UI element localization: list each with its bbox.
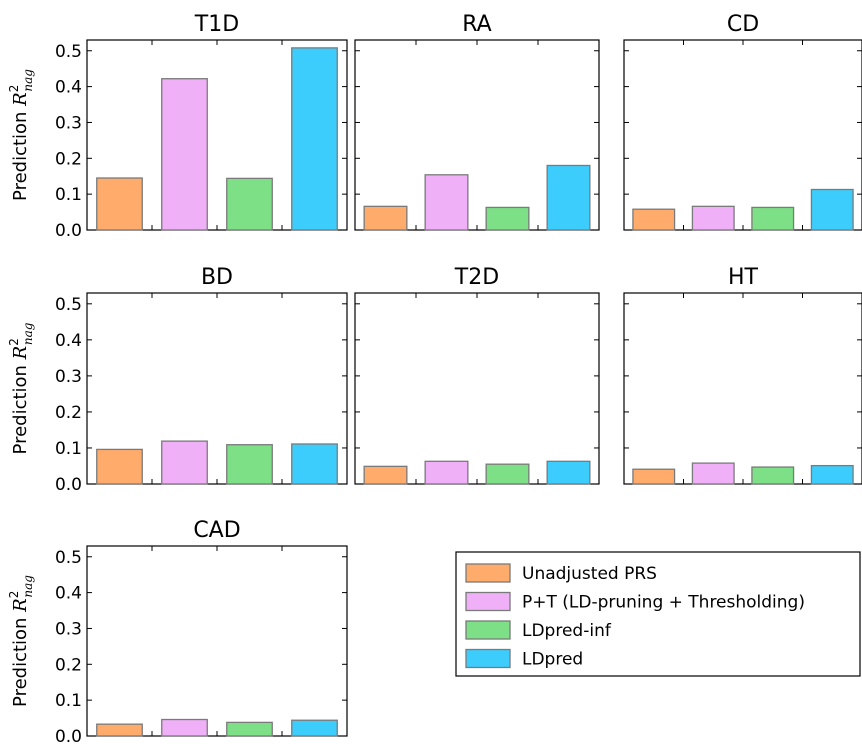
panel-t2d: T2D — [354, 265, 600, 485]
legend: Unadjusted PRS P+T (LD-pruning + Threshol… — [455, 551, 861, 677]
bar-2 — [161, 78, 208, 231]
y-tick-label: 0.4 — [55, 331, 82, 351]
ylabel-prefix: Prediction — [10, 612, 31, 707]
bar-1 — [363, 205, 408, 231]
panel-title: T2D — [454, 265, 499, 290]
y-axis-label: Prediction R2nag — [7, 322, 35, 454]
bar-1 — [632, 208, 676, 231]
panel-cd: CD — [623, 12, 862, 231]
bar-4 — [810, 188, 854, 231]
legend-swatch-3 — [465, 620, 511, 640]
panel-t1d: T1D 0.0 0.1 0.2 0.3 0.4 0.5 Prediction R2nag — [7, 12, 348, 241]
legend-frame — [455, 551, 861, 677]
bar-1 — [96, 448, 143, 485]
bar-2 — [424, 460, 469, 485]
plot-frame — [354, 292, 600, 485]
panel-title: CD — [727, 12, 759, 37]
bar-4 — [291, 47, 338, 231]
panel-title: CAD — [193, 518, 240, 543]
y-tick-label: 0.0 — [55, 727, 82, 744]
panel-title: HT — [728, 265, 759, 290]
y-tick-label: 0.2 — [55, 149, 82, 169]
ylabel-superscript: 2 — [7, 338, 21, 346]
ylabel-symbol: R — [10, 598, 31, 613]
panel-title: RA — [462, 12, 491, 37]
y-tick-label: 0.1 — [55, 439, 82, 459]
y-tick-label: 0.2 — [55, 655, 82, 675]
bar-1 — [96, 723, 143, 737]
y-tick-label: 0.1 — [55, 691, 82, 711]
y-tick-label: 0.3 — [55, 113, 82, 133]
ylabel-superscript: 2 — [7, 85, 21, 93]
panel-ra: RA — [354, 12, 600, 231]
legend-swatch-4 — [465, 648, 511, 669]
y-tick-label: 0.3 — [55, 619, 82, 639]
bar-2 — [424, 174, 469, 231]
panel-title: T1D — [194, 12, 239, 37]
bar-3 — [226, 721, 273, 737]
y-tick-label: 0.3 — [55, 367, 82, 387]
bar-4 — [546, 460, 591, 485]
bar-4 — [291, 443, 338, 485]
panel-cad: CAD 0.0 0.1 0.2 0.3 0.4 0.5 Prediction R2nag — [7, 518, 348, 744]
legend-swatch-2 — [465, 591, 511, 612]
ylabel-symbol: R — [10, 346, 31, 361]
ylabel-symbol: R — [10, 92, 31, 107]
bar-4 — [291, 719, 338, 737]
legend-label-1: Unadjusted PRS — [522, 564, 657, 584]
ylabel-prefix: Prediction — [10, 106, 31, 201]
legend-label-4: LDpred — [522, 650, 583, 670]
y-axis-label: Prediction R2nag — [7, 69, 35, 201]
y-tick-label: 0.0 — [55, 475, 82, 495]
ylabel-prefix: Prediction — [10, 359, 31, 454]
plot-frame — [86, 545, 348, 737]
y-tick-label: 0.5 — [55, 295, 82, 315]
bar-3 — [751, 206, 795, 231]
plot-frame — [623, 292, 862, 485]
y-tick-label: 0.1 — [55, 185, 82, 205]
y-tick-label: 0.0 — [55, 221, 82, 241]
bar-1 — [96, 177, 143, 231]
bar-3 — [226, 177, 273, 231]
bar-2 — [691, 205, 735, 231]
y-tick-label: 0.4 — [55, 78, 82, 98]
y-tick-label: 0.5 — [55, 42, 82, 62]
bar-1 — [363, 465, 408, 485]
legend-label-2: P+T (LD-pruning + Thresholding) — [522, 593, 805, 613]
y-axis-label: Prediction R2nag — [7, 575, 35, 707]
ylabel-superscript: 2 — [7, 591, 21, 599]
bar-4 — [810, 464, 854, 485]
bar-3 — [485, 463, 530, 485]
ylabel-subscript: nag — [21, 69, 35, 92]
bar-3 — [226, 444, 273, 485]
bar-1 — [632, 468, 676, 485]
bar-4 — [546, 164, 591, 231]
bar-3 — [751, 466, 795, 485]
panel-ht: HT — [623, 265, 862, 485]
y-tick-label: 0.2 — [55, 403, 82, 423]
y-tick-label: 0.5 — [55, 548, 82, 568]
bar-2 — [161, 718, 208, 737]
panel-title: BD — [201, 265, 233, 290]
bar-3 — [485, 206, 530, 231]
bar-2 — [161, 440, 208, 485]
bar-2 — [691, 462, 735, 485]
legend-label-3: LDpred-inf — [522, 621, 612, 641]
ylabel-subscript: nag — [21, 575, 35, 598]
legend-swatch-1 — [465, 563, 511, 583]
y-tick-label: 0.4 — [55, 584, 82, 604]
panel-bd: BD 0.0 0.1 0.2 0.3 0.4 0.5 Prediction R2nag — [7, 265, 348, 495]
ylabel-subscript: nag — [21, 322, 35, 345]
